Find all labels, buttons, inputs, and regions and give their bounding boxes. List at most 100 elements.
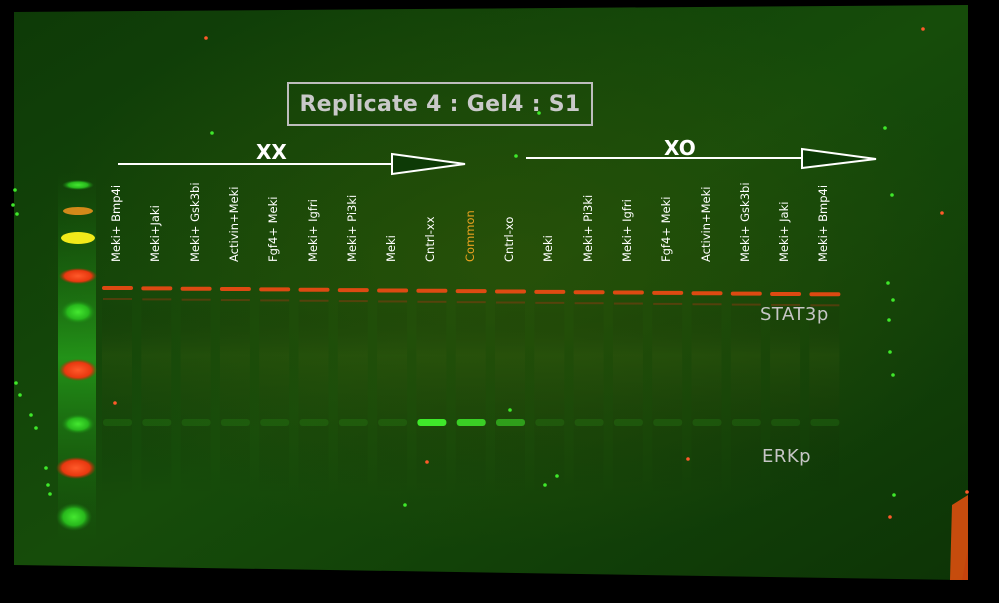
speck (543, 483, 547, 487)
lane-shade (416, 295, 447, 495)
lane-label: Meki+ Gsk3bi (187, 182, 202, 262)
erkp-band (771, 419, 801, 426)
stat3p-minor-band (220, 299, 250, 302)
erkp-band (338, 419, 368, 426)
stat3p-band (298, 287, 330, 292)
stat3p-band (337, 288, 369, 293)
speck (34, 426, 38, 430)
lane-label: Meki+ Pi3ki (580, 194, 595, 262)
erkp-band (220, 419, 250, 426)
stat3p-minor-band (338, 300, 368, 303)
stat3p-minor-band (103, 298, 132, 300)
stat3p-band (770, 291, 802, 296)
stat3p-minor-band (653, 302, 683, 305)
speck (403, 503, 407, 507)
erkp-band (142, 419, 172, 426)
speck (13, 188, 17, 192)
gel-title: Replicate 4 : Gel4 : S1 (287, 82, 593, 126)
erkp-band (378, 419, 408, 426)
speck (46, 483, 50, 487)
stat3p-minor-band (142, 298, 172, 301)
stat3p-band (141, 286, 173, 291)
erkp-band (613, 419, 643, 426)
stat3p-band (730, 291, 762, 296)
lane-shade (770, 295, 801, 495)
stat3p-minor-band (613, 302, 643, 305)
stat3p-band (495, 289, 526, 294)
stat3p-band (259, 287, 291, 292)
speck (15, 212, 19, 216)
lane-label: Meki+ Bmp4i (816, 184, 831, 262)
lane-label: Meki+ Gsk3bi (737, 182, 752, 262)
erkp-band (417, 419, 447, 426)
stat3p-band (102, 286, 133, 290)
stat3p-minor-band (574, 302, 604, 305)
band-label-stat3p: STAT3p (760, 304, 829, 325)
band-label-erkp: ERKp (762, 446, 812, 467)
speck (921, 27, 925, 31)
lane-label: Common (462, 210, 477, 262)
lane-shade (219, 295, 250, 495)
speck (48, 492, 52, 496)
lane-label: Cntrl-xx (423, 216, 438, 262)
lane-shade (730, 295, 761, 495)
speck (887, 318, 891, 322)
lane-shade (573, 295, 604, 495)
group-label-xo: XO (664, 136, 696, 160)
lane-label: Meki+ Pi3ki (344, 194, 359, 262)
lane-shade (377, 295, 408, 495)
stat3p-band (652, 290, 684, 295)
speck (14, 381, 18, 385)
stat3p-band (377, 288, 409, 293)
lane-shade (809, 295, 840, 495)
erkp-band (535, 419, 565, 426)
speck (888, 350, 892, 354)
erkp-band (299, 419, 329, 426)
stat3p-minor-band (181, 298, 211, 301)
lane-label: Meki (384, 235, 399, 262)
lane-label: Activin+Meki (226, 186, 241, 262)
lane-shade (612, 295, 643, 495)
speck (29, 413, 33, 417)
erkp-band (574, 419, 604, 426)
lane-shade (337, 295, 368, 495)
lane-label: Meki+ Bmp4i (109, 184, 123, 262)
stat3p-band (612, 290, 644, 295)
stat3p-band (219, 287, 251, 292)
lane-label: Meki+Jaki (148, 205, 163, 262)
speck (210, 131, 214, 135)
lane-shade (259, 295, 290, 495)
speck (892, 493, 896, 497)
speck (965, 490, 969, 494)
lane-shade (534, 295, 565, 495)
stat3p-band (691, 291, 723, 296)
stat3p-minor-band (378, 300, 408, 303)
group-label-xx: XX (256, 140, 287, 164)
lane-shade (298, 295, 329, 495)
stat3p-band (809, 292, 841, 297)
stat3p-minor-band (456, 301, 486, 304)
erkp-band (810, 419, 840, 426)
speck (686, 457, 690, 461)
erkp-band (496, 419, 525, 426)
stat3p-minor-band (771, 303, 801, 306)
erkp-band (731, 419, 761, 426)
stat3p-minor-band (535, 301, 565, 304)
erkp-band (260, 419, 290, 426)
speck (18, 393, 22, 397)
erkp-band (653, 419, 683, 426)
lane-shade (141, 295, 172, 495)
speck (44, 466, 48, 470)
speck (883, 126, 887, 130)
lane-label: Cntrl-xo (502, 216, 516, 262)
stat3p-minor-band (417, 300, 447, 303)
lane-label: Meki (541, 235, 556, 262)
stat3p-minor-band (731, 303, 761, 306)
speck (11, 203, 15, 207)
lane-label: Fgf4+ Meki (266, 196, 281, 262)
lane-label: Meki+ Igfri (619, 199, 634, 262)
speck (113, 401, 117, 405)
speck (555, 474, 559, 478)
speck (890, 193, 894, 197)
lane-shade (102, 295, 132, 495)
